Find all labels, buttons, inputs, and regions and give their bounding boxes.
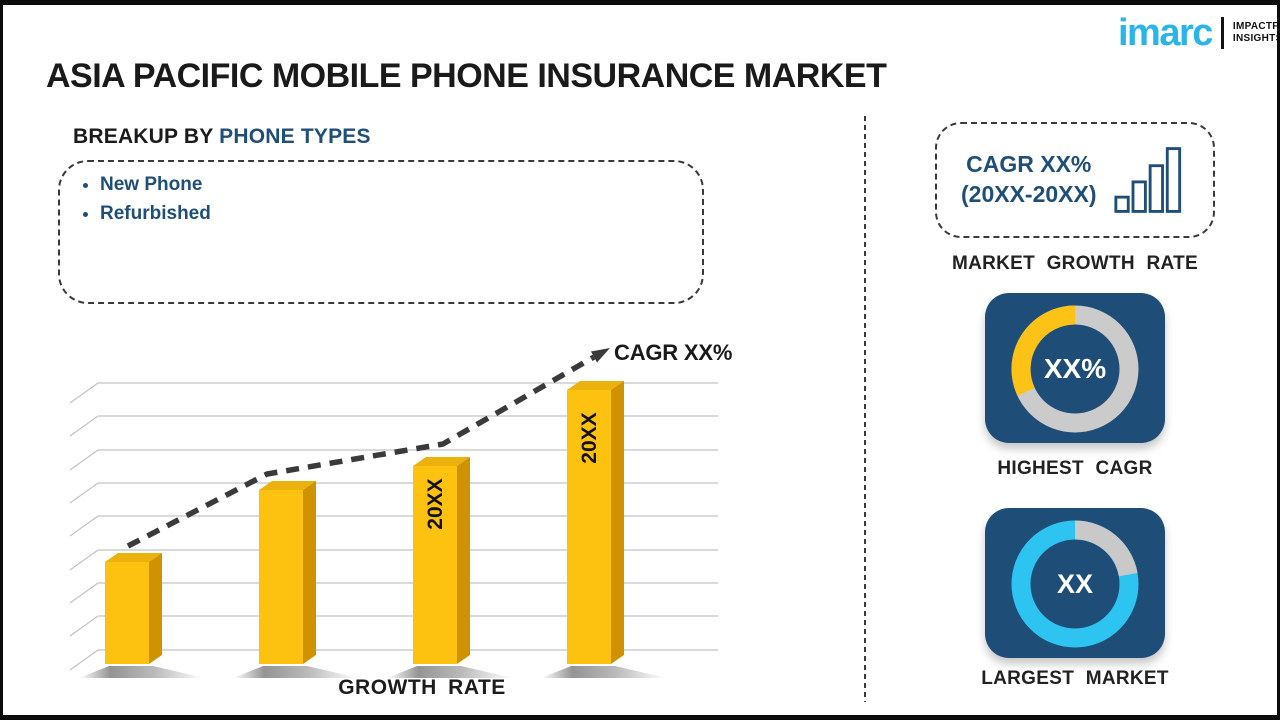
bar-shadows [79,666,667,678]
donut-value-highest: XX% [1044,353,1106,384]
list-item-label: New Phone [100,174,203,195]
highest-cagr-label: HIGHEST CAGR [997,458,1153,479]
x-axis-label: GROWTH RATE [338,676,506,699]
growth-rate-bar-chart: 20XX 20XX [69,348,718,678]
breakup-heading-prefix: BREAKUP BY [73,125,220,148]
cagr-trend-label: CAGR XX% [614,340,733,365]
market-growth-rate-box: CAGR XX% (20XX-20XX) [935,122,1215,238]
bar-3d [259,481,316,664]
cagr-box-text: CAGR XX% (20XX-20XX) [961,150,1097,210]
bar-3d: 20XX [413,457,470,664]
largest-market-label: LARGEST MARKET [981,668,1169,689]
imarc-brand-text: imarc [1118,12,1213,54]
page-title: ASIA PACIFIC MOBILE PHONE INSURANCE MARK… [46,57,887,95]
donut-chart-largest-market: XX [1011,520,1139,648]
rising-bars-icon [1114,147,1182,213]
bar-3d [105,553,162,664]
section-divider [864,116,866,702]
breakup-list: New Phone Refurbished [100,174,702,225]
bar-3d: 20XX [567,381,624,664]
list-item-label: Refurbished [100,203,211,224]
imarc-tagline: IMPACTFUL INSIGHTS [1233,21,1280,46]
trend-arrow-icon [126,348,610,549]
imarc-tagline-line2: INSIGHTS [1232,33,1280,44]
cagr-box-line2: (20XX-20XX) [961,181,1097,207]
chart-gridlines [69,382,718,671]
donut-value-largest: XX [1057,569,1093,599]
imarc-tagline-line1: IMPACTFUL [1232,20,1280,32]
market-growth-rate-label: MARKET GROWTH RATE [951,253,1199,274]
cagr-box-line1: CAGR XX% [966,151,1092,178]
logo-divider [1220,17,1224,49]
imarc-logo: imarc IMPACTFUL INSIGHTS [1118,14,1280,52]
bar-label: 20XX [578,412,601,463]
highest-cagr-card: XX% [985,293,1165,443]
breakup-box: New Phone Refurbished [58,160,704,304]
bar-label: 20XX [424,478,447,529]
list-item: Refurbished [100,203,702,225]
largest-market-card: XX [985,508,1165,658]
donut-chart-highest-cagr: XX% [1011,305,1139,433]
list-item: New Phone [100,174,702,196]
breakup-heading: BREAKUP BY PHONE TYPES [73,125,371,149]
breakup-heading-highlight: PHONE TYPES [219,125,371,148]
